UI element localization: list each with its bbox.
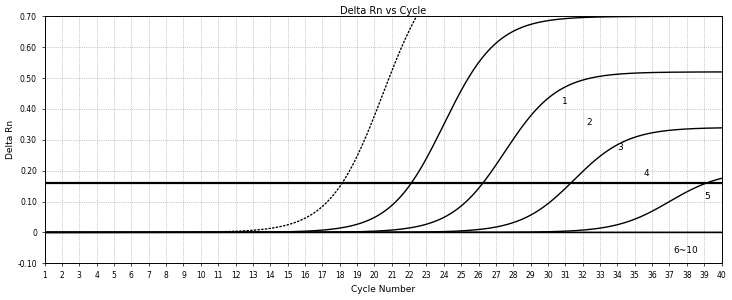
- Text: 6~10: 6~10: [673, 246, 698, 255]
- Y-axis label: Delta Rn: Delta Rn: [6, 120, 15, 159]
- Text: 3: 3: [617, 143, 623, 152]
- X-axis label: Cycle Number: Cycle Number: [351, 285, 415, 294]
- Text: 1: 1: [562, 97, 567, 106]
- Title: Delta Rn vs Cycle: Delta Rn vs Cycle: [340, 6, 426, 16]
- Text: 4: 4: [643, 169, 649, 178]
- Text: 2: 2: [586, 118, 591, 127]
- Text: 5: 5: [704, 192, 710, 201]
